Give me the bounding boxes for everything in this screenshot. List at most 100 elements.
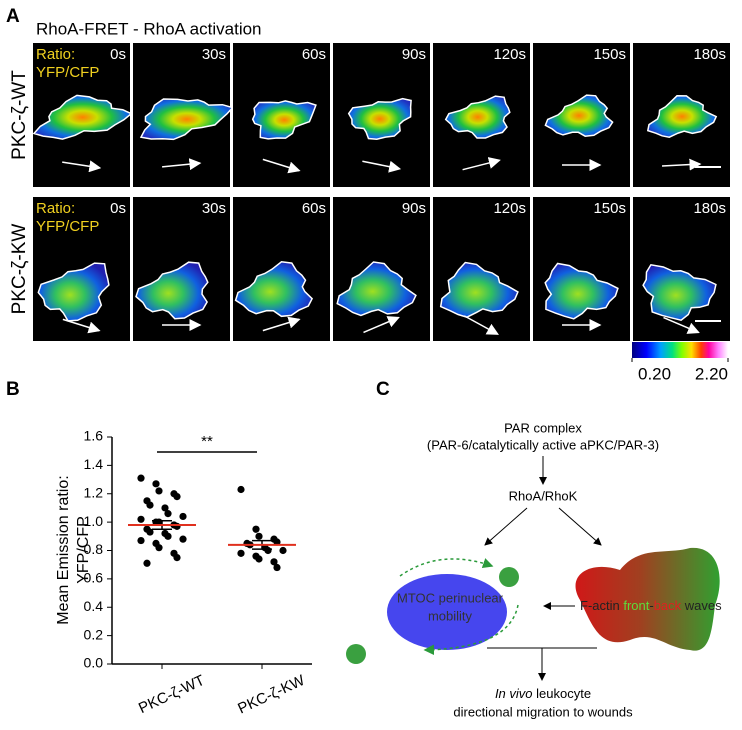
time-label: 0s [110,46,126,63]
data-point [164,510,172,518]
node-label: RhoA/RhoK [509,488,578,503]
cell [336,261,417,317]
text: leukocyte [533,686,592,701]
text: front [623,598,649,613]
text: back [654,598,682,613]
data-point [137,536,145,545]
panel-title: RhoA-FRET - RhoA activation [36,19,262,38]
y-axis-label: Mean Emission ratio: [55,475,72,624]
time-label: 120s [493,46,526,63]
chart: 0.0 0.2 0.4 0.6 0.8 1.0 1.2 1.4 1.6 Mean Emission… [55,428,312,717]
ratio-label: Ratio: [36,200,75,217]
cell [439,261,519,319]
time-label: 0s [110,200,126,217]
data-point [146,501,154,509]
data-point [173,492,181,501]
text: In vivo [495,686,533,701]
row-label: PKC-ζ-WT [9,70,30,160]
cell [234,261,314,318]
time-label: 30s [202,200,226,217]
data-point [152,480,160,488]
time-label: 60s [302,46,326,63]
colorbar-label: 2.20 [695,364,728,383]
cell [32,94,133,140]
ratio-label: Ratio: [36,46,75,63]
cell [135,261,209,320]
data-point [273,538,281,546]
time-label: 90s [402,46,426,63]
time-label: 150s [593,46,626,63]
data-point [255,532,263,540]
mtoc-sphere [499,567,519,587]
x-tick-label: PKC-ζ-WT [136,672,207,717]
cell [642,263,717,322]
mtoc-sphere [346,644,366,664]
data-point [173,522,181,530]
direction-arrow [262,158,301,174]
direction-arrow [661,158,702,171]
direction-arrow [362,160,402,173]
y-tick-label: 1.6 [84,428,104,444]
cell [37,262,110,322]
x-tick-label: PKC-ζ-KW [235,671,308,717]
time-label: 120s [493,200,526,217]
data-point [161,504,169,512]
time-label: 150s [593,200,626,217]
data-point [137,515,145,523]
direction-arrow [162,158,202,171]
node-label: F-actin front-back waves [580,598,722,613]
node-label: mobility [428,608,473,623]
y-tick-label: 0.0 [84,655,104,671]
data-point [273,563,281,572]
direction-arrow [62,318,101,334]
data-point [179,512,187,521]
data-point [279,546,287,555]
data-point [155,487,163,495]
significance-label: ** [201,433,213,450]
direction-arrow [262,316,301,332]
direction-arrow [363,316,400,334]
panel-letter: C [376,379,390,400]
data-point [164,532,172,540]
time-label: 180s [693,200,726,217]
time-label: 60s [302,200,326,217]
data-point [173,553,181,562]
text: waves [681,598,722,613]
ratio-label: YFP/CFP [36,64,99,81]
data-point [264,546,272,555]
direction-arrow [663,316,700,334]
time-label: 30s [202,46,226,63]
diagram: C PAR complex (PAR-6/catalytically activ… [346,379,722,719]
mtoc-nucleus [387,574,507,650]
text: F-actin [580,598,623,613]
node-label: MTOC perinuclear [397,590,504,605]
data-point [143,559,151,567]
arrow [484,507,528,546]
node-label: (PAR-6/catalytically active aPKC/PAR-3) [427,437,659,452]
text: - [649,598,653,613]
direction-arrow [463,315,499,335]
panel-letter: A [6,6,20,27]
row-label: PKC-ζ-KW [9,224,30,315]
rotation-arrow [423,604,519,656]
data-point [255,555,263,563]
cell [251,100,317,140]
y-tick-label: 1.2 [84,484,104,500]
cell [544,262,619,320]
direction-arrow [462,157,501,171]
cell [347,97,412,140]
data-point [179,535,187,543]
y-tick-label: 0.4 [84,598,104,614]
node-label: In vivo leukocyte [495,686,591,701]
data-point [237,549,245,557]
y-tick-label: 1.4 [84,456,104,472]
node-label: PAR complex [504,420,582,435]
arrow [558,507,602,546]
rotation-arrow [399,558,494,577]
y-axis-label: YFP/CFP [75,516,92,584]
data-point [155,544,163,552]
y-tick-label: 0.8 [84,541,104,557]
ratio-label: YFP/CFP [36,218,99,235]
